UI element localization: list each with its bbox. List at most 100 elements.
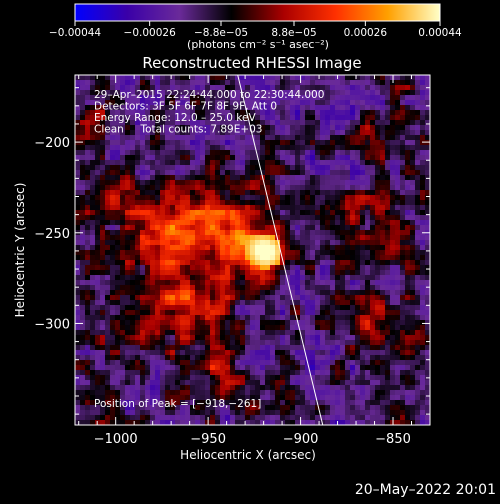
heatmap-cell — [100, 290, 105, 295]
heatmap-cell — [425, 90, 430, 95]
heatmap-cell — [300, 105, 305, 110]
heatmap-cell — [315, 150, 320, 155]
heatmap-cell — [75, 145, 80, 150]
heatmap-cell — [260, 325, 265, 330]
heatmap-cell — [115, 180, 120, 185]
heatmap-cell — [230, 410, 235, 415]
heatmap-cell — [135, 280, 140, 285]
heatmap-cell — [350, 415, 355, 420]
heatmap-cell — [395, 130, 400, 135]
heatmap-cell — [225, 365, 230, 370]
heatmap-cell — [425, 320, 430, 325]
heatmap-cell — [160, 345, 165, 350]
heatmap-cell — [150, 345, 155, 350]
heatmap-cell — [385, 100, 390, 105]
heatmap-cell — [250, 150, 255, 155]
heatmap-cell — [340, 175, 345, 180]
heatmap-cell — [115, 360, 120, 365]
heatmap-cell — [330, 335, 335, 340]
heatmap-cell — [135, 270, 140, 275]
heatmap-cell — [200, 265, 205, 270]
heatmap-cell — [370, 170, 375, 175]
heatmap-cell — [345, 160, 350, 165]
heatmap-cell — [420, 295, 425, 300]
heatmap-cell — [150, 340, 155, 345]
heatmap-cell — [310, 170, 315, 175]
heatmap-cell — [285, 190, 290, 195]
heatmap-cell — [425, 420, 430, 425]
heatmap-cell — [320, 260, 325, 265]
heatmap-cell — [135, 295, 140, 300]
heatmap-cell — [380, 205, 385, 210]
heatmap-cell — [305, 125, 310, 130]
heatmap-cell — [350, 95, 355, 100]
heatmap-cell — [115, 265, 120, 270]
heatmap-cell — [410, 380, 415, 385]
heatmap-cell — [280, 190, 285, 195]
heatmap-cell — [390, 130, 395, 135]
heatmap-cell — [105, 210, 110, 215]
heatmap-cell — [345, 325, 350, 330]
heatmap-cell — [175, 135, 180, 140]
heatmap-cell — [250, 190, 255, 195]
heatmap-cell — [235, 260, 240, 265]
heatmap-cell — [380, 195, 385, 200]
heatmap-cell — [180, 410, 185, 415]
heatmap-cell — [375, 340, 380, 345]
heatmap-cell — [220, 285, 225, 290]
heatmap-cell — [80, 290, 85, 295]
heatmap-cell — [380, 185, 385, 190]
heatmap-cell — [405, 180, 410, 185]
heatmap-cell — [155, 75, 160, 80]
heatmap-cell — [105, 75, 110, 80]
heatmap-cell — [165, 180, 170, 185]
heatmap-cell — [275, 360, 280, 365]
heatmap-cell — [395, 135, 400, 140]
heatmap-cell — [265, 300, 270, 305]
heatmap-cell — [250, 300, 255, 305]
heatmap-cell — [325, 160, 330, 165]
heatmap-cell — [345, 240, 350, 245]
heatmap-cell — [350, 255, 355, 260]
heatmap-cell — [410, 180, 415, 185]
heatmap-cell — [200, 315, 205, 320]
heatmap-cell — [265, 175, 270, 180]
heatmap-cell — [225, 345, 230, 350]
heatmap-cell — [295, 175, 300, 180]
heatmap-cell — [355, 85, 360, 90]
heatmap-cell — [135, 150, 140, 155]
heatmap-cell — [420, 210, 425, 215]
heatmap-cell — [280, 195, 285, 200]
heatmap-cell — [340, 380, 345, 385]
heatmap-cell — [75, 80, 80, 85]
heatmap-cell — [180, 290, 185, 295]
heatmap-cell — [100, 370, 105, 375]
heatmap-cell — [260, 350, 265, 355]
heatmap-cell — [310, 180, 315, 185]
heatmap-cell — [300, 210, 305, 215]
heatmap-cell — [410, 295, 415, 300]
heatmap-cell — [265, 370, 270, 375]
heatmap-cell — [175, 310, 180, 315]
heatmap-cell — [295, 215, 300, 220]
heatmap-cell — [390, 95, 395, 100]
heatmap-cell — [285, 235, 290, 240]
heatmap-cell — [390, 375, 395, 380]
heatmap-cell — [250, 340, 255, 345]
heatmap-cell — [300, 240, 305, 245]
heatmap-cell — [95, 180, 100, 185]
heatmap-cell — [285, 400, 290, 405]
heatmap-cell — [215, 390, 220, 395]
heatmap-cell — [130, 190, 135, 195]
heatmap-cell — [395, 160, 400, 165]
heatmap-cell — [190, 355, 195, 360]
heatmap-cell — [160, 170, 165, 175]
heatmap-cell — [210, 270, 215, 275]
heatmap-cell — [360, 115, 365, 120]
heatmap-cell — [155, 200, 160, 205]
heatmap-cell — [325, 250, 330, 255]
heatmap-cell — [360, 375, 365, 380]
heatmap-cell — [110, 320, 115, 325]
heatmap-cell — [90, 240, 95, 245]
heatmap-cell — [190, 325, 195, 330]
